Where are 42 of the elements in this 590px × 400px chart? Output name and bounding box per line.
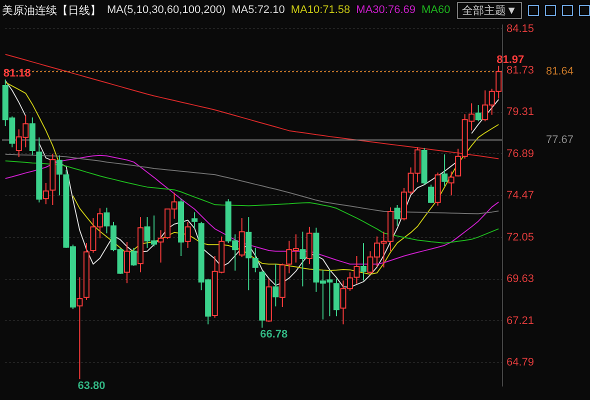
text: MA30:76.69 [356,4,416,16]
candlestick [475,104,482,122]
text: MA60 [422,4,450,16]
y-tick-label: 72.05 [506,231,534,244]
y-tick-label: 84.15 [506,22,534,35]
annotation: 81.18 [3,68,31,80]
candlestick [442,154,448,187]
y-tick-label: 81.73 [506,64,534,77]
candlestick [428,184,434,204]
ref-line-label: 77.67 [546,134,574,146]
chart-subtitle: MA(5,10,30,60,100,200) [107,4,226,16]
candlestick [360,242,366,282]
y-tick-label: 69.63 [506,273,534,286]
candlestick [192,212,198,229]
candlestick [300,231,306,287]
y-tick-label: 64.79 [506,356,534,369]
chart-title: 美原油连续【日线】 [2,4,101,18]
candlestick [124,242,130,284]
line-series [4,160,500,244]
annotation: 63.80 [78,380,106,392]
candlestick [76,276,83,380]
text: MA10:71.58 [290,4,350,16]
candlestick [252,247,258,273]
candlestick [448,171,454,196]
annotation: 66.78 [260,328,288,341]
candlestick [238,218,245,258]
y-tick-label: 79.31 [506,106,534,118]
candlestick [42,182,49,205]
candlestick [158,230,164,264]
candlestick [56,154,62,196]
ref-line-label: 81.64 [546,66,574,78]
candlestick [354,256,360,284]
text: 全部主题▼ [457,2,522,18]
annotation: 81.97 [496,54,524,66]
y-tick-label: 67.21 [506,314,534,327]
y-tick-label: 74.47 [506,190,534,202]
candlestick [184,221,191,248]
candlestick [394,204,400,226]
candlestick [130,247,137,266]
y-tick-label: 76.89 [506,148,534,160]
candlestick [272,264,279,307]
text: MA5:72.10 [232,4,285,16]
